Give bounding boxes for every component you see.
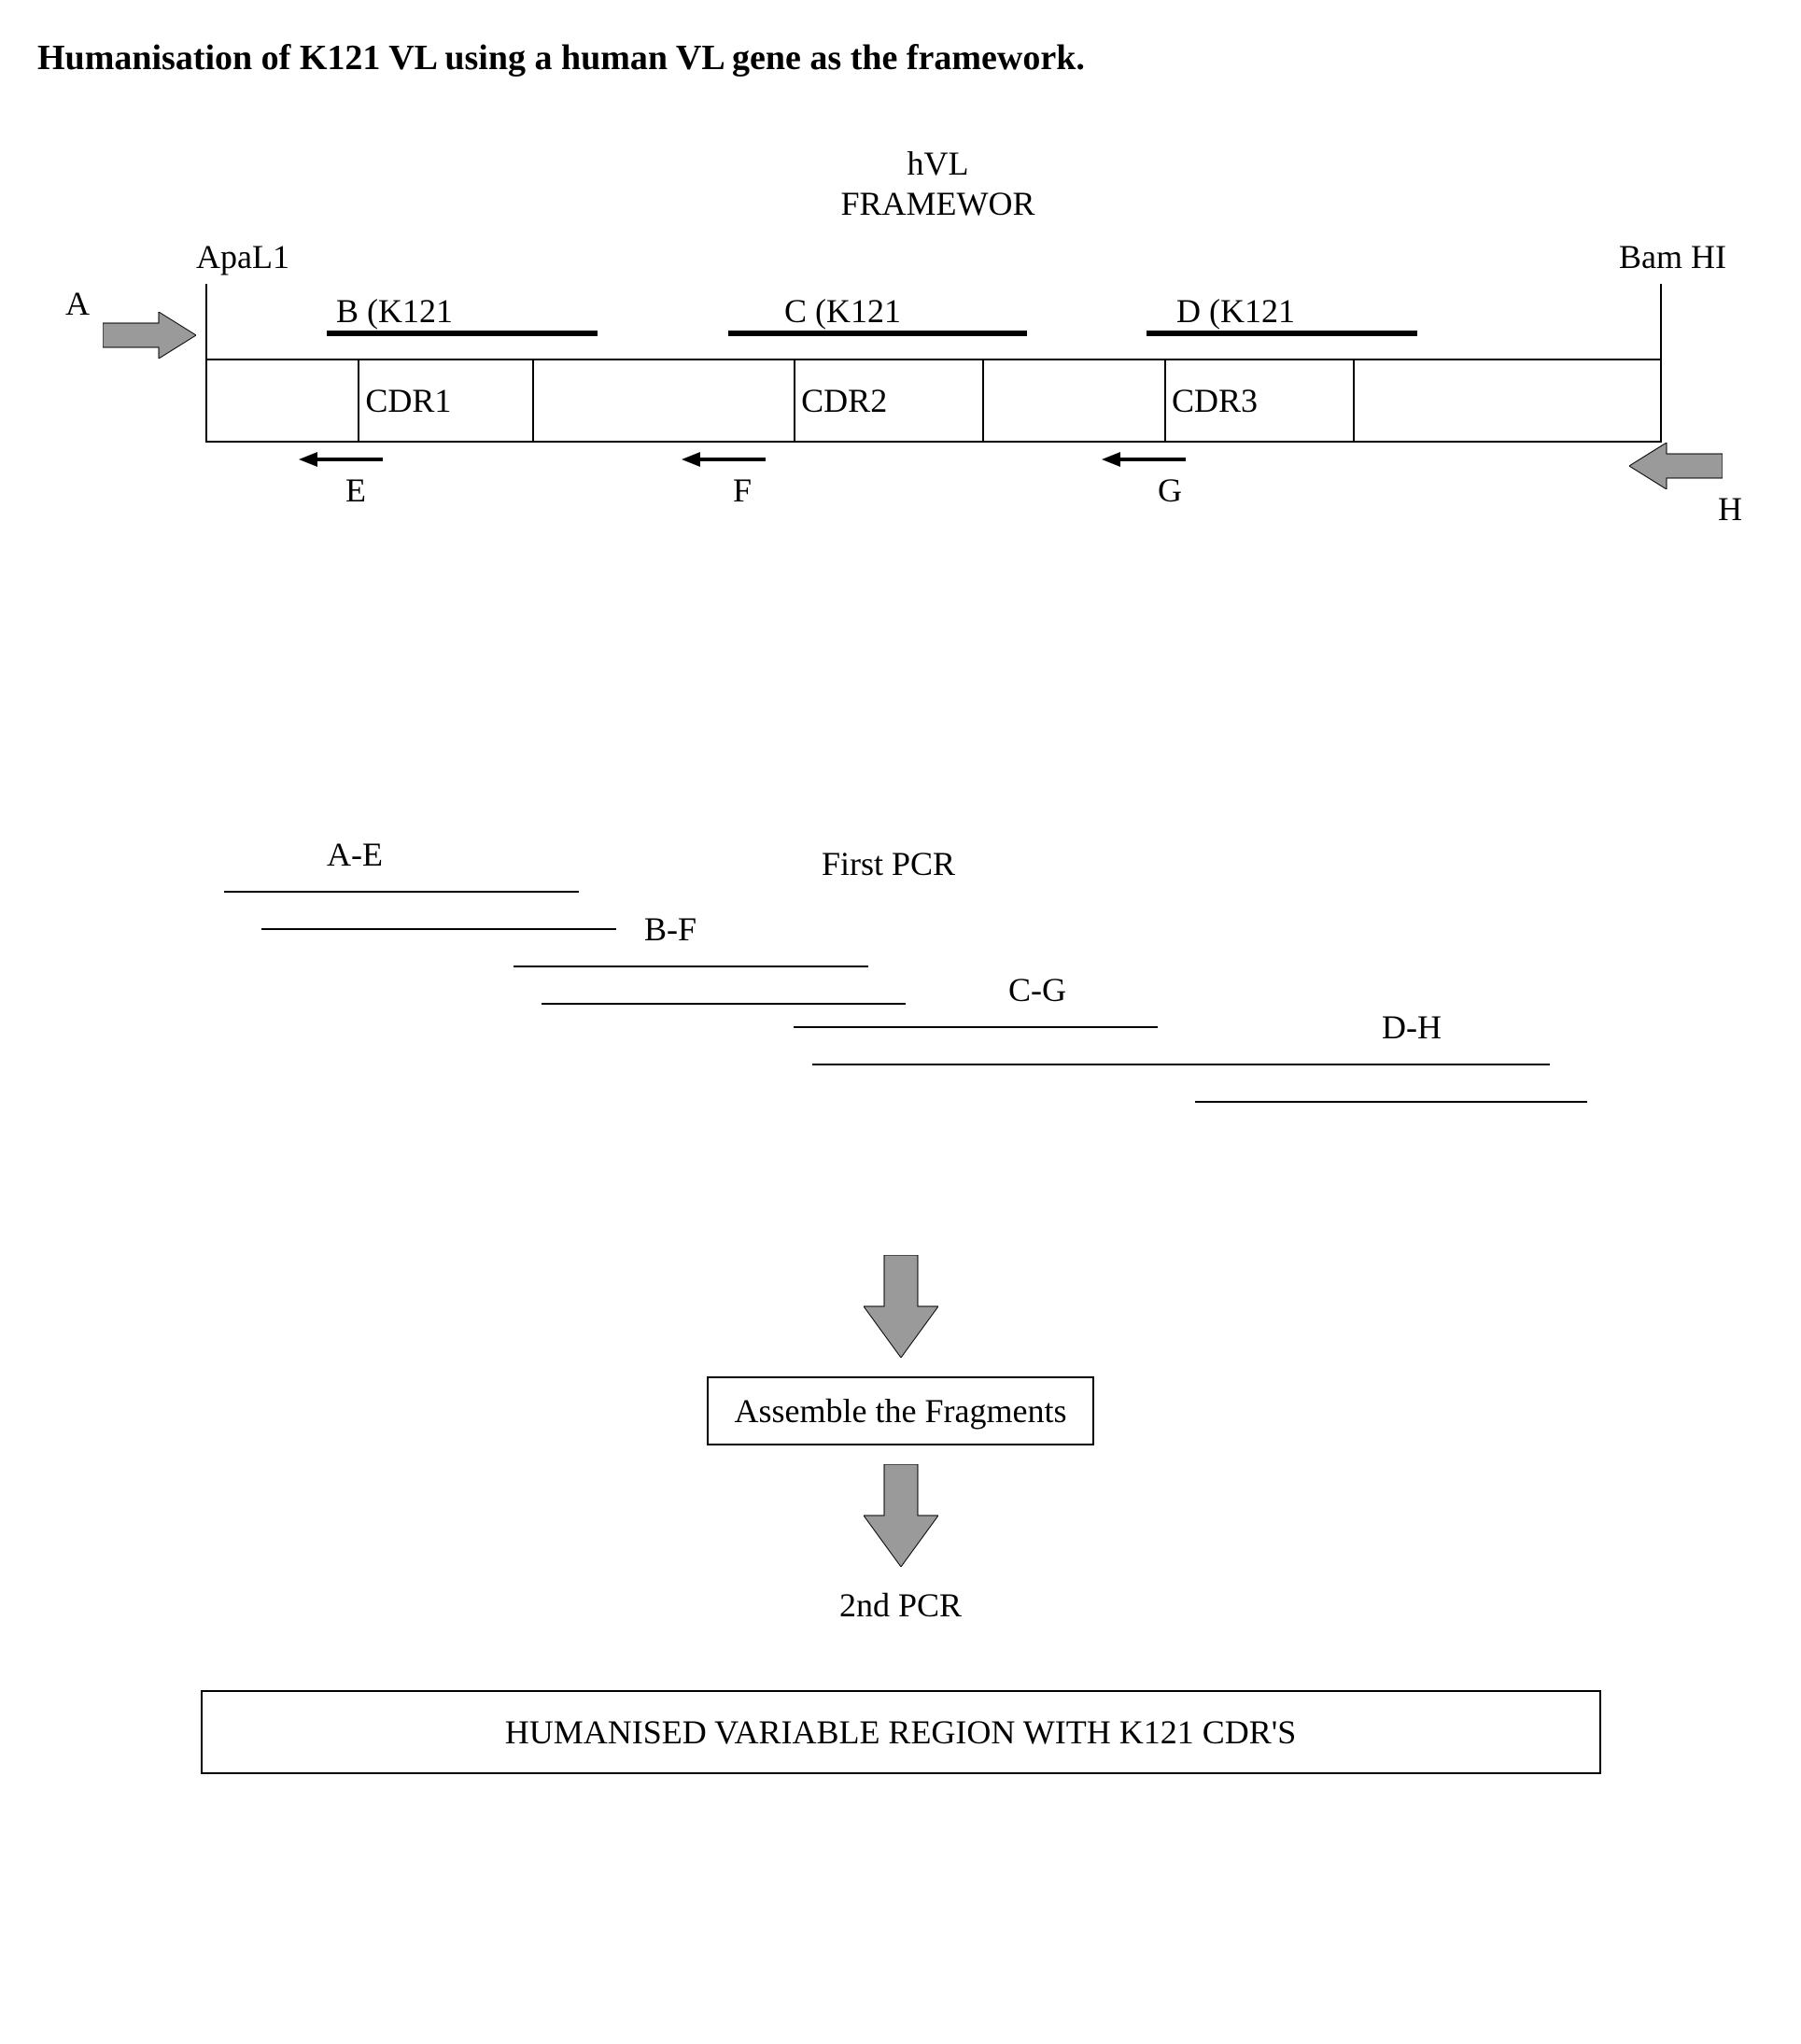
frag-bf-line1 bbox=[514, 966, 868, 967]
tick-left bbox=[205, 284, 207, 359]
flow-section: Assemble the Fragments 2nd PCR HUMANISED… bbox=[37, 1255, 1764, 1774]
restriction-site-left: ApaL1 bbox=[196, 237, 289, 276]
primer-f-label: F bbox=[733, 471, 752, 510]
primer-g-label: G bbox=[1158, 471, 1182, 510]
tick-right bbox=[1660, 284, 1662, 359]
framework-line2: FRAMEWOR bbox=[840, 184, 1034, 224]
down-arrow-icon-1 bbox=[864, 1255, 938, 1358]
cdr-segment-cdr1: CDR1 bbox=[359, 360, 534, 441]
primer-a-label: A bbox=[65, 284, 90, 323]
frag-cg-line2 bbox=[812, 1064, 1204, 1065]
framework-segment bbox=[534, 360, 795, 441]
cdr-segment-cdr2: CDR2 bbox=[795, 360, 984, 441]
primer-h-label: H bbox=[1718, 489, 1742, 529]
primer-c-bar bbox=[728, 331, 1027, 336]
frag-ae-label: A-E bbox=[327, 835, 383, 874]
framework-segment bbox=[984, 360, 1166, 441]
frag-cg-line1 bbox=[794, 1026, 1158, 1028]
gene-box: CDR1 CDR2 CDR3 bbox=[205, 359, 1662, 443]
frag-ae-line2 bbox=[261, 928, 616, 930]
primer-b-bar bbox=[327, 331, 598, 336]
primer-a-arrow-icon bbox=[103, 312, 196, 359]
page-title: Humanisation of K121 VL using a human VL… bbox=[37, 37, 1764, 78]
frag-dh-line2 bbox=[1195, 1101, 1587, 1103]
primer-e-label: E bbox=[345, 471, 366, 510]
primer-d-bar bbox=[1147, 331, 1417, 336]
framework-header: hVL FRAMEWOR bbox=[840, 144, 1034, 224]
frag-bf-line2 bbox=[542, 1003, 906, 1005]
framework-segment bbox=[207, 360, 359, 441]
primer-g-arrow-icon bbox=[1102, 452, 1186, 467]
primer-e-arrow-icon bbox=[299, 452, 383, 467]
first-pcr-label: First PCR bbox=[822, 844, 955, 883]
second-pcr-label: 2nd PCR bbox=[37, 1586, 1764, 1625]
frag-dh-line1 bbox=[1158, 1064, 1550, 1065]
primer-d-label: D (K121 bbox=[1176, 291, 1295, 331]
primer-b-label: B (K121 bbox=[336, 291, 453, 331]
down-arrow-icon-2 bbox=[864, 1464, 938, 1567]
primer-f-arrow-icon bbox=[682, 452, 766, 467]
assemble-box: Assemble the Fragments bbox=[707, 1376, 1095, 1445]
frag-cg-label: C-G bbox=[1008, 970, 1066, 1009]
gene-diagram: hVL FRAMEWOR ApaL1 Bam HI A B (K121 C (K… bbox=[112, 172, 1764, 639]
frag-bf-label: B-F bbox=[644, 909, 696, 949]
frag-ae-line1 bbox=[224, 891, 579, 893]
restriction-site-right: Bam HI bbox=[1619, 237, 1726, 276]
primer-h-arrow-icon bbox=[1629, 443, 1723, 489]
framework-line1: hVL bbox=[840, 144, 1034, 184]
primer-c-label: C (K121 bbox=[784, 291, 901, 331]
frag-dh-label: D-H bbox=[1382, 1008, 1442, 1047]
framework-segment bbox=[1355, 360, 1660, 441]
final-result-box: HUMANISED VARIABLE REGION WITH K121 CDR'… bbox=[201, 1690, 1601, 1774]
cdr-segment-cdr3: CDR3 bbox=[1166, 360, 1355, 441]
first-pcr-section: First PCR A-E B-F C-G D-H bbox=[177, 844, 1764, 1218]
